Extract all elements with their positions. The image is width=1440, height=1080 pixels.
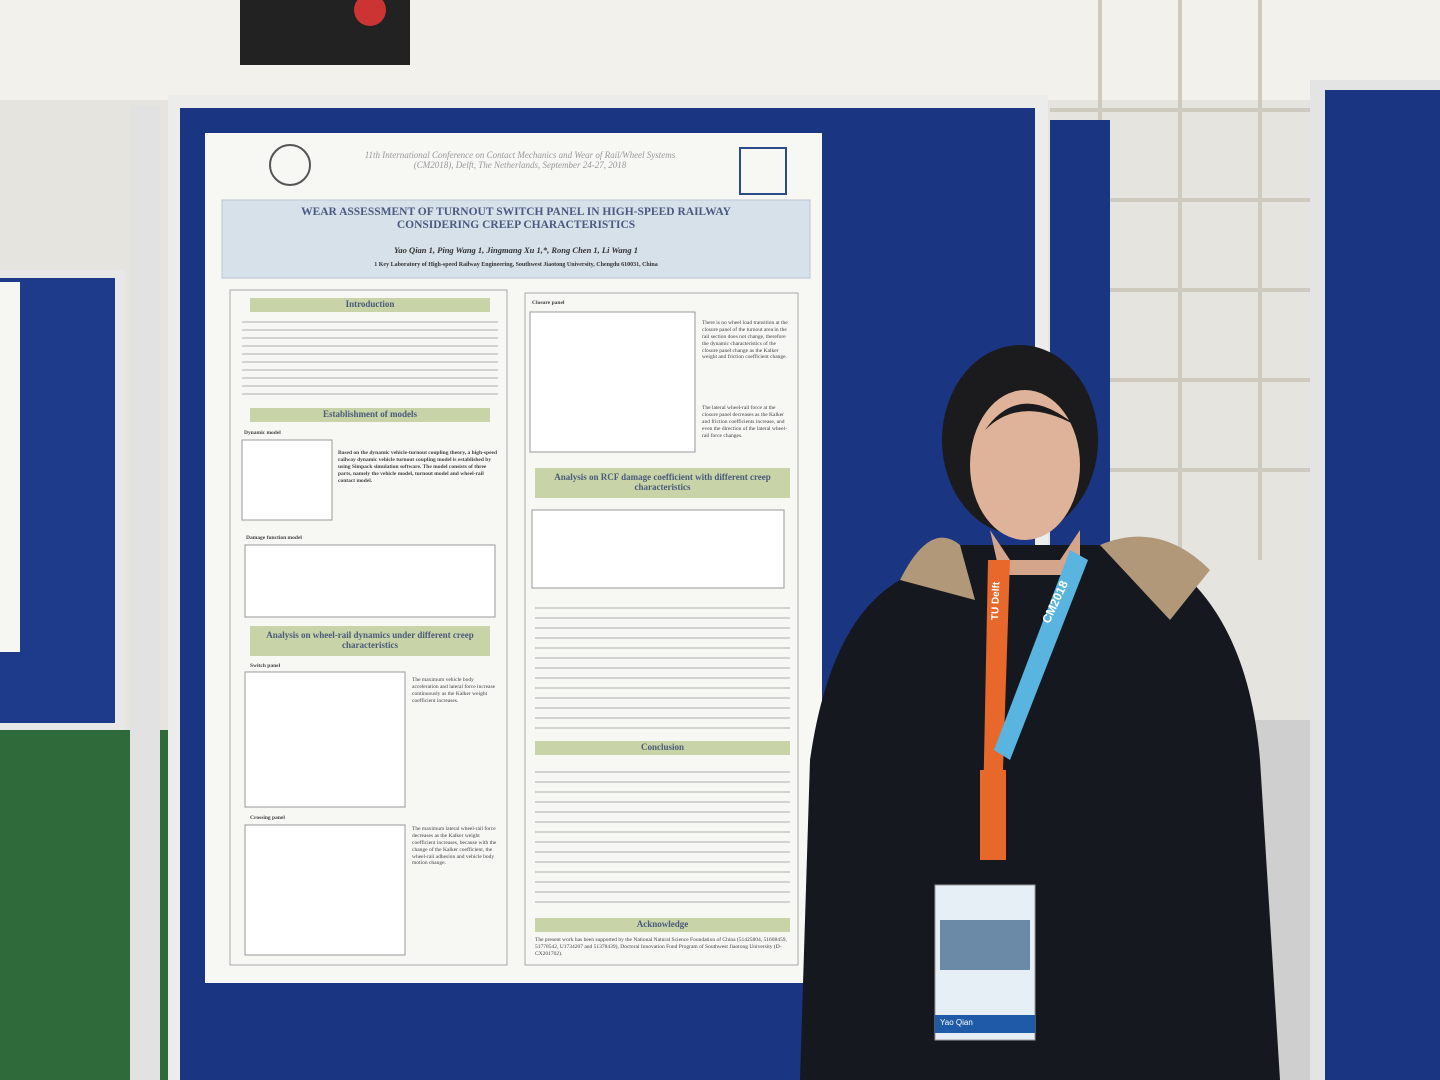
paragraph: There is no wheel load transition at the… [702, 320, 788, 361]
conference-line: 11th International Conference on Contact… [364, 150, 676, 160]
ceiling [0, 0, 1440, 100]
right-board [1325, 90, 1440, 1080]
paragraph: The lateral wheel-rail force at the clos… [702, 405, 787, 439]
title: WEAR ASSESSMENT OF TURNOUT SWITCH PANEL … [222, 206, 810, 232]
title-box [221, 199, 811, 279]
badge-bar [935, 1015, 1035, 1033]
post [130, 105, 160, 1080]
neck [990, 530, 1080, 575]
section-heading: Conclusion [640, 742, 684, 752]
text-lines [242, 321, 790, 903]
right-column [524, 292, 799, 966]
paragraph: Based on the dynamic vehicle-turnout cou… [338, 450, 498, 484]
lanyard-right [994, 550, 1088, 760]
badge-photo [940, 920, 1030, 970]
title-line: CONSIDERING CREEP CHARACTERISTICS [396, 219, 636, 232]
logo-left [269, 144, 311, 186]
section-heading: Analysis on RCF damage coefficient with … [554, 472, 771, 492]
sub-heading: Damage function model [246, 535, 302, 541]
paragraph: The present work has been supported by t… [535, 937, 787, 957]
jacket [800, 545, 1280, 1080]
left-column [229, 289, 508, 966]
sub-heading: Crossing panel [250, 815, 285, 821]
sub-heading: Dynamic model [244, 430, 281, 436]
badge-name: Yao Qian [940, 1018, 973, 1027]
title-line: WEAR ASSESSMENT OF TURNOUT SWITCH PANEL … [301, 206, 731, 218]
fringe [985, 403, 1075, 430]
authors: Yao Qian 1, Ping Wang 1, Jingmang Xu 1,*… [394, 245, 638, 255]
sub-heading: Switch panel [250, 663, 281, 669]
sub-heading: Closure panel [532, 300, 565, 306]
section-heading: Introduction [345, 299, 395, 309]
affiliation: 1 Key Laboratory of High-speed Railway E… [374, 262, 658, 268]
carpet [0, 730, 200, 1080]
fur-hood [900, 536, 1210, 620]
section-heading: Establishment of models [322, 409, 417, 419]
light [354, 0, 386, 26]
figure-panels [241, 311, 785, 956]
section-banners [250, 298, 790, 932]
conference: 11th International Conference on Contact… [320, 150, 720, 171]
logo-right [739, 147, 787, 195]
section-heading: Acknowledge [636, 919, 689, 929]
lanyard-text: TU Delft [990, 581, 1003, 621]
conference-line: (CM2018), Delft, The Netherlands, Septem… [413, 160, 627, 171]
left-poster [0, 282, 20, 652]
paragraph: The maximum vehicle body acceleration an… [412, 677, 496, 704]
section-heading: Analysis on wheel-rail dynamics under di… [266, 630, 474, 650]
paragraph: The maximum lateral wheel-rail force dec… [412, 826, 497, 867]
lanyard-strap [980, 770, 1006, 860]
face [970, 390, 1080, 540]
